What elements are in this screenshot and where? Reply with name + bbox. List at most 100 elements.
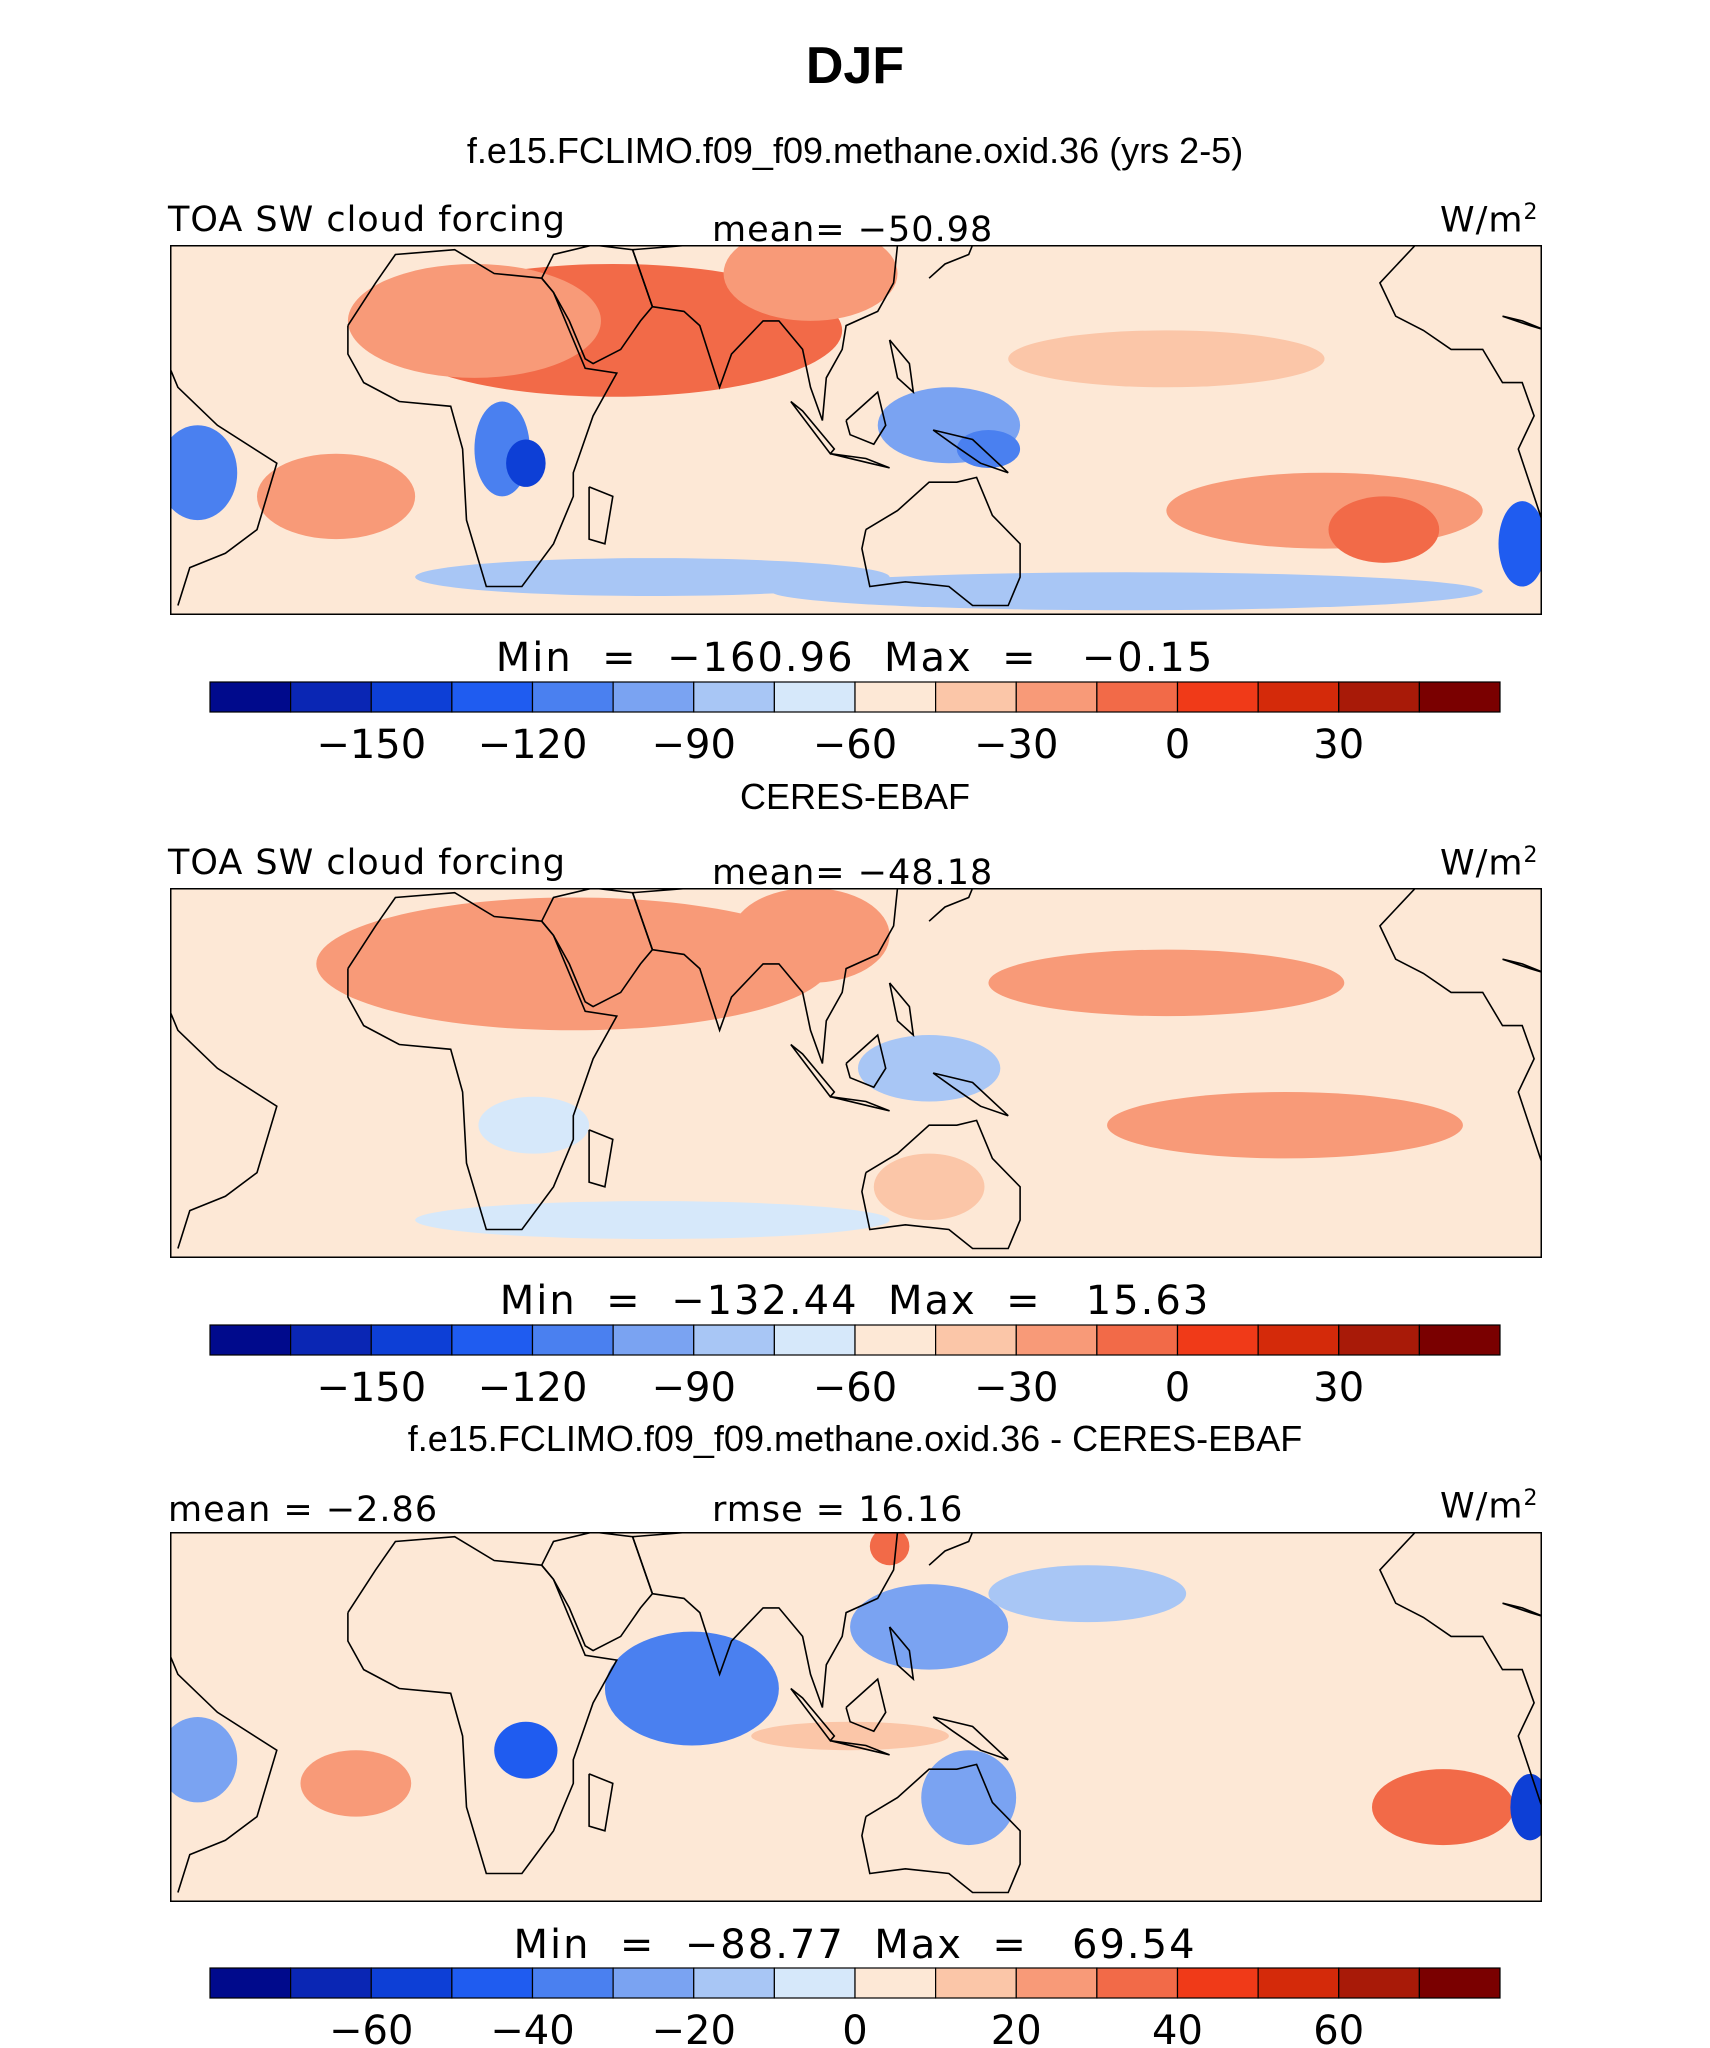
- map-feature-0: [604, 1631, 779, 1746]
- colorbar-box-7: [773, 1324, 856, 1356]
- panel-3-rmse-label: rmse = 16.16: [712, 1490, 964, 1530]
- panel-3-min-max: Min = −88.77 Max = 69.54: [513, 1922, 1197, 1968]
- coastline-6: [932, 429, 1009, 474]
- colorbar-box-11: [1096, 1967, 1179, 1999]
- panel-3-mean-label: mean = −2.86: [168, 1490, 439, 1530]
- colorbar-box-1: [290, 681, 372, 713]
- panel-2-case-title: CERES-EBAF: [739, 776, 971, 817]
- map-feature-4: [921, 1750, 1017, 1846]
- map-frame: [170, 1532, 1542, 1902]
- colorbar-box-4: [531, 1967, 614, 1999]
- map-feature-6: [256, 453, 416, 540]
- colorbar-box-1: [290, 1967, 372, 1999]
- colorbar-box-3: [451, 681, 534, 713]
- coastline-3: [790, 1043, 836, 1098]
- coastline-13: [928, 888, 974, 922]
- coastline-8: [588, 486, 614, 545]
- map-feature-5: [857, 1035, 1001, 1102]
- colorbar-tick-label: 0: [1165, 1365, 1190, 1411]
- coastline-13: [928, 245, 974, 279]
- panel-1-map: [170, 245, 1542, 615]
- coastline-5: [830, 1739, 890, 1756]
- colorbar-box-2: [370, 1967, 453, 1999]
- coastline-12: [888, 982, 915, 1038]
- coastline-0: [347, 1535, 619, 1875]
- coastline-7: [861, 476, 1021, 607]
- colorbar-box-7: [773, 681, 856, 713]
- map-feature-7: [415, 1201, 890, 1240]
- colorbar-box-13: [1257, 681, 1340, 713]
- colorbar-box-6: [693, 681, 775, 713]
- map-feature-10: [751, 1721, 949, 1751]
- colorbar-box-3: [451, 1967, 534, 1999]
- colorbar-tick-label: −120: [478, 722, 588, 768]
- map-feature-5: [1371, 1769, 1515, 1846]
- coastline-9: [170, 367, 278, 606]
- coastline-11: [1502, 315, 1542, 331]
- coastline-8: [588, 1773, 614, 1832]
- coastline-4: [845, 1677, 887, 1733]
- coastline-7: [861, 1119, 1021, 1250]
- map-feature-12: [1498, 501, 1542, 587]
- map-frame: [170, 888, 1542, 1258]
- colorbar-box-15: [1418, 1324, 1501, 1356]
- colorbar-box-2: [370, 1324, 453, 1356]
- colorbar-box-14: [1338, 681, 1420, 713]
- colorbar-box-0: [209, 681, 292, 713]
- coastline-10: [1378, 888, 1542, 1166]
- panel-1-colorbar: −150 −120 −90 −60 −30 0 30: [209, 681, 1501, 768]
- map-feature-11: [956, 430, 1021, 468]
- coastline-4: [845, 390, 887, 446]
- colorbar-tick-label: −60: [813, 722, 897, 768]
- colorbar-box-10: [1015, 681, 1098, 713]
- colorbar-box-14: [1338, 1967, 1420, 1999]
- coastline-6: [932, 1716, 1009, 1761]
- coastline-9: [170, 1010, 278, 1249]
- map-feature-2: [988, 1565, 1187, 1623]
- colorbar-tick-label: 0: [1165, 722, 1190, 768]
- coastline-4: [845, 1033, 887, 1089]
- map-feature-7: [300, 1750, 412, 1817]
- colorbar-tick-label: −90: [652, 722, 736, 768]
- colorbar-box-8: [854, 1967, 937, 1999]
- coastline-10: [1378, 245, 1542, 523]
- coastline-8: [588, 1129, 614, 1188]
- coastline-7: [861, 1763, 1021, 1894]
- colorbar-box-14: [1338, 1324, 1420, 1356]
- colorbar-box-12: [1176, 1324, 1259, 1356]
- coastline-3: [790, 400, 836, 455]
- colorbar-box-10: [1015, 1324, 1098, 1356]
- panel-3-case-title: f.e15.FCLIMO.f09_f09.methane.oxid.36 - C…: [407, 1418, 1303, 1459]
- colorbar-box-5: [612, 1967, 695, 1999]
- map-background: [170, 1532, 1542, 1902]
- panel-1-variable-label: TOA SW cloud forcing: [168, 200, 566, 240]
- coastline-0: [347, 891, 619, 1231]
- colorbar-tick-label: −120: [478, 1365, 588, 1411]
- colorbar-box-4: [531, 681, 614, 713]
- map-frame: [170, 245, 1542, 615]
- map-feature-6: [1510, 1773, 1542, 1841]
- colorbar-box-15: [1418, 681, 1501, 713]
- colorbar-box-13: [1257, 1324, 1340, 1356]
- colorbar-tick-label: 20: [991, 2008, 1042, 2048]
- colorbar-box-15: [1418, 1967, 1501, 1999]
- panel-2-map: [170, 888, 1542, 1258]
- map-feature-6: [873, 1153, 985, 1221]
- figure-title: DJF: [805, 37, 905, 95]
- panel-3-colorbar: −60 −40 −20 0 20 40 60: [209, 1967, 1501, 2048]
- colorbar-tick-label: 30: [1313, 1365, 1364, 1411]
- map-feature-2: [988, 949, 1345, 1017]
- colorbar-tick-label: −30: [974, 722, 1058, 768]
- map-feature-3: [1107, 1091, 1463, 1159]
- map-feature-8: [170, 1717, 238, 1803]
- colorbar-tick-label: 40: [1152, 2008, 1203, 2048]
- colorbar-box-11: [1096, 1324, 1179, 1356]
- colorbar-box-9: [935, 681, 1017, 713]
- map-feature-13: [415, 558, 890, 597]
- panel-2-variable-label: TOA SW cloud forcing: [168, 843, 566, 883]
- colorbar-tick-label: −60: [329, 2008, 413, 2048]
- colorbar-tick-label: 60: [1313, 2008, 1364, 2048]
- coastline-2: [631, 888, 899, 1064]
- coastline-12: [888, 339, 915, 395]
- map-feature-1: [731, 888, 890, 983]
